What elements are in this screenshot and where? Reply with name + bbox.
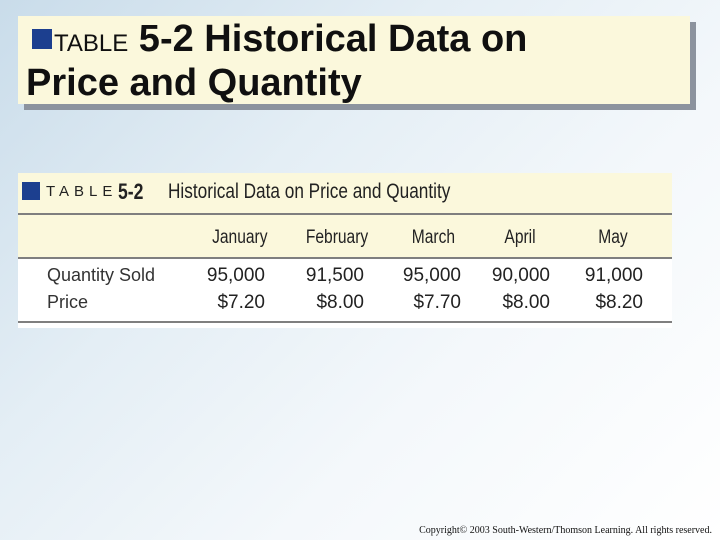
column-header-row: January February March April May	[18, 215, 672, 259]
table-cell: $7.20	[217, 292, 265, 313]
slide-title-box	[18, 16, 690, 104]
table-cell: 91,000	[584, 265, 643, 286]
row-label: Price	[47, 292, 89, 312]
slide-title-line2: Price and Quantity	[26, 62, 362, 104]
table-cell: 95,000	[206, 265, 265, 286]
data-table: TABLE 5-2 Historical Data on Price and Q…	[18, 173, 672, 328]
table-cell: 95,000	[402, 265, 461, 286]
slide-title-line1: TABLE 5-2 Historical Data on	[54, 18, 527, 61]
slide-title-prefix: TABLE	[54, 30, 129, 57]
table-cell: 90,000	[491, 265, 550, 286]
table-cell: 91,500	[305, 265, 364, 286]
column-header: May	[598, 227, 628, 248]
column-header: March	[411, 227, 456, 248]
copyright-notice: Copyright© 2003 South-Western/Thomson Le…	[419, 525, 712, 536]
slide-title-main: 5-2 Historical Data on	[128, 18, 528, 60]
table-row: Quantity Sold 95,000 91,500 95,000 90,00…	[18, 265, 672, 291]
table-row: Price $7.20 $8.00 $7.70 $8.00 $8.20	[18, 292, 672, 318]
table-cell: $8.00	[502, 292, 550, 313]
column-header: April	[504, 227, 536, 248]
table-bottom-rule	[18, 321, 672, 323]
table-cell: $8.20	[595, 292, 643, 313]
column-header: January	[212, 227, 268, 248]
table-header: TABLE 5-2 Historical Data on Price and Q…	[18, 173, 672, 215]
table-number: 5-2	[118, 179, 144, 204]
table-cell: $7.70	[413, 292, 461, 313]
column-header: February	[305, 227, 369, 248]
table-cell: $8.00	[316, 292, 364, 313]
row-label: Quantity Sold	[47, 265, 156, 285]
square-bullet-icon	[32, 29, 56, 53]
square-bullet-icon	[22, 182, 40, 200]
table-title: Historical Data on Price and Quantity	[168, 180, 451, 203]
table-label: TABLE	[46, 183, 118, 200]
